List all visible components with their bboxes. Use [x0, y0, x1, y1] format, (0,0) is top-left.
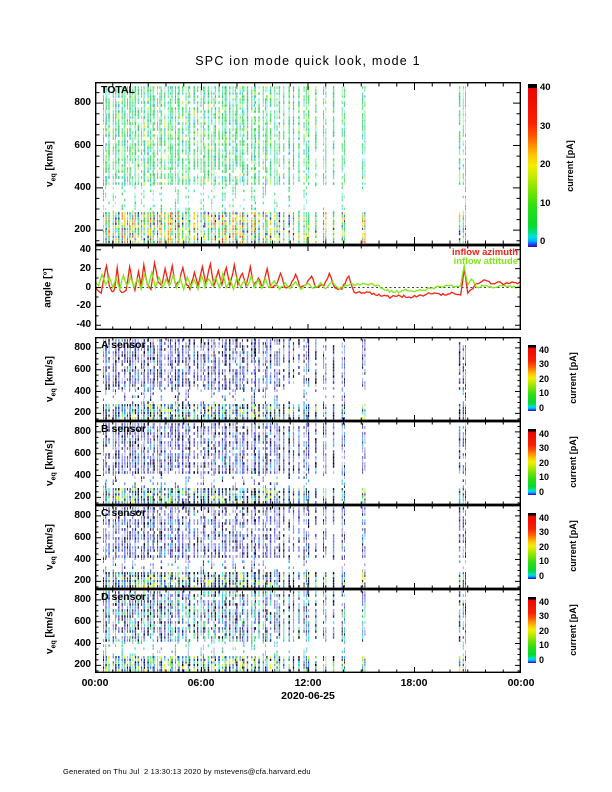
colorbar-total-tick-30: 30: [540, 120, 551, 132]
sensor_a-panel-label: A sensor: [101, 339, 146, 351]
x-tick-1200: 12:00: [294, 677, 322, 689]
angle-ytick-20: 20: [79, 262, 91, 274]
colorbar-sensor_c-tick-20: 20: [539, 541, 550, 552]
total-ytick-200: 200: [74, 224, 91, 236]
sensor_d-y-axis-label: veq [km/s]: [44, 608, 58, 654]
sensor_b-ytick-200: 200: [74, 491, 91, 503]
page-title: SPC ion mode quick look, mode 1: [195, 54, 421, 68]
sensor_d-ytick-600: 600: [74, 615, 91, 627]
colorbar-sensor_a-tick-30: 30: [539, 359, 550, 369]
colorbar-total-tick-0: 0: [540, 236, 546, 248]
colorbar-sensor_c-canvas: [528, 513, 536, 579]
sensor_d-spectrogram-canvas: [95, 589, 521, 673]
colorbar-sensor_b-tick-30: 30: [539, 443, 550, 453]
sensor_d-panel-label: D sensor: [101, 591, 146, 603]
colorbar-sensor_d-tick-20: 20: [539, 625, 550, 636]
colorbar-sensor_a-tick-20: 20: [539, 373, 550, 384]
colorbar-sensor_b-axis-label: current [pA]: [568, 436, 578, 488]
sensor_b-ytick-600: 600: [74, 447, 91, 459]
footer-generated-line: Generated on Thu Jul 2 13:30:13 2020 by …: [63, 767, 311, 776]
colorbar-sensor_b-tick-20: 20: [539, 457, 550, 468]
total-spectrogram-canvas: [95, 82, 521, 245]
legend-inflow-attitude: inflow attitude: [453, 256, 518, 267]
colorbar-total-canvas: [528, 84, 537, 247]
total-ytick-400: 400: [74, 181, 91, 193]
colorbar-sensor_b-canvas: [528, 429, 536, 495]
total-panel-label: TOTAL: [101, 84, 136, 96]
colorbar-sensor_a-axis-label: current [pA]: [568, 352, 578, 404]
colorbar-total-axis-label: current [pA]: [565, 139, 575, 192]
colorbar-sensor_c-tick-10: 10: [539, 556, 550, 566]
sensor_d-ytick-200: 200: [74, 659, 91, 671]
angle-ytick--20: -20: [76, 300, 91, 312]
colorbar-sensor_a-tick-40: 40: [539, 344, 550, 355]
sensor_c-panel-label: C sensor: [101, 507, 146, 519]
angle-ytick--40: -40: [76, 319, 91, 331]
total-y-axis-label: veq [km/s]: [44, 140, 58, 187]
x-tick-1800: 18:00: [400, 677, 428, 689]
sensor_c-ytick-600: 600: [74, 531, 91, 543]
x-tick-0600: 06:00: [187, 677, 215, 689]
legend-inflow-azimuth: inflow azimuth: [452, 247, 518, 258]
sensor_a-spectrogram-canvas: [95, 337, 521, 421]
sensor_a-ytick-400: 400: [74, 385, 91, 397]
colorbar-sensor_d-tick-0: 0: [539, 654, 545, 665]
sensor_c-y-axis-label: veq [km/s]: [44, 524, 58, 570]
colorbar-total-tick-20: 20: [540, 159, 551, 171]
angle-panel-canvas: [95, 245, 521, 330]
colorbar-sensor_c-axis-label: current [pA]: [568, 520, 578, 572]
colorbar-total-tick-40: 40: [540, 82, 551, 94]
sensor_c-ytick-800: 800: [74, 509, 91, 521]
colorbar-sensor_a-canvas: [528, 345, 536, 411]
sensor_b-ytick-400: 400: [74, 469, 91, 481]
sensor_b-spectrogram-canvas: [95, 421, 521, 505]
colorbar-sensor_c-tick-0: 0: [539, 570, 545, 581]
sensor_a-ytick-600: 600: [74, 363, 91, 375]
sensor_b-y-axis-label: veq [km/s]: [44, 440, 58, 486]
colorbar-sensor_d-axis-label: current [pA]: [568, 604, 578, 656]
sensor_a-y-axis-label: veq [km/s]: [44, 356, 58, 402]
colorbar-sensor_a-tick-10: 10: [539, 388, 550, 398]
sensor_c-ytick-400: 400: [74, 553, 91, 565]
sensor_c-spectrogram-canvas: [95, 505, 521, 589]
colorbar-sensor_a-tick-0: 0: [539, 402, 545, 413]
sensor_b-panel-label: B sensor: [101, 423, 146, 435]
colorbar-sensor_d-tick-10: 10: [539, 640, 550, 650]
colorbar-sensor_b-tick-40: 40: [539, 428, 550, 439]
total-ytick-600: 600: [74, 139, 91, 151]
total-ytick-800: 800: [74, 97, 91, 109]
colorbar-sensor_d-canvas: [528, 597, 536, 663]
x-axis-date-label: 2020-06-25: [281, 690, 335, 702]
colorbar-sensor_c-tick-30: 30: [539, 527, 550, 537]
sensor_b-ytick-800: 800: [74, 425, 91, 437]
sensor_a-ytick-200: 200: [74, 407, 91, 419]
colorbar-sensor_b-tick-10: 10: [539, 472, 550, 482]
colorbar-sensor_c-tick-40: 40: [539, 512, 550, 523]
sensor_d-ytick-800: 800: [74, 593, 91, 605]
sensor_c-ytick-200: 200: [74, 575, 91, 587]
sensor_d-ytick-400: 400: [74, 637, 91, 649]
colorbar-sensor_d-tick-40: 40: [539, 596, 550, 607]
colorbar-sensor_b-tick-0: 0: [539, 486, 545, 497]
angle-y-axis-label: angle [°]: [42, 267, 54, 308]
angle-ytick-40: 40: [79, 243, 91, 255]
colorbar-total-tick-10: 10: [540, 197, 551, 209]
angle-ytick-0: 0: [85, 281, 91, 293]
x-tick-0000-left: 00:00: [81, 677, 109, 689]
footer: Generated on Thu Jul 2 13:30:13 2020 by …: [63, 751, 311, 792]
x-tick-0000-right: 00:00: [507, 677, 535, 689]
sensor_a-ytick-800: 800: [74, 341, 91, 353]
colorbar-sensor_d-tick-30: 30: [539, 611, 550, 621]
